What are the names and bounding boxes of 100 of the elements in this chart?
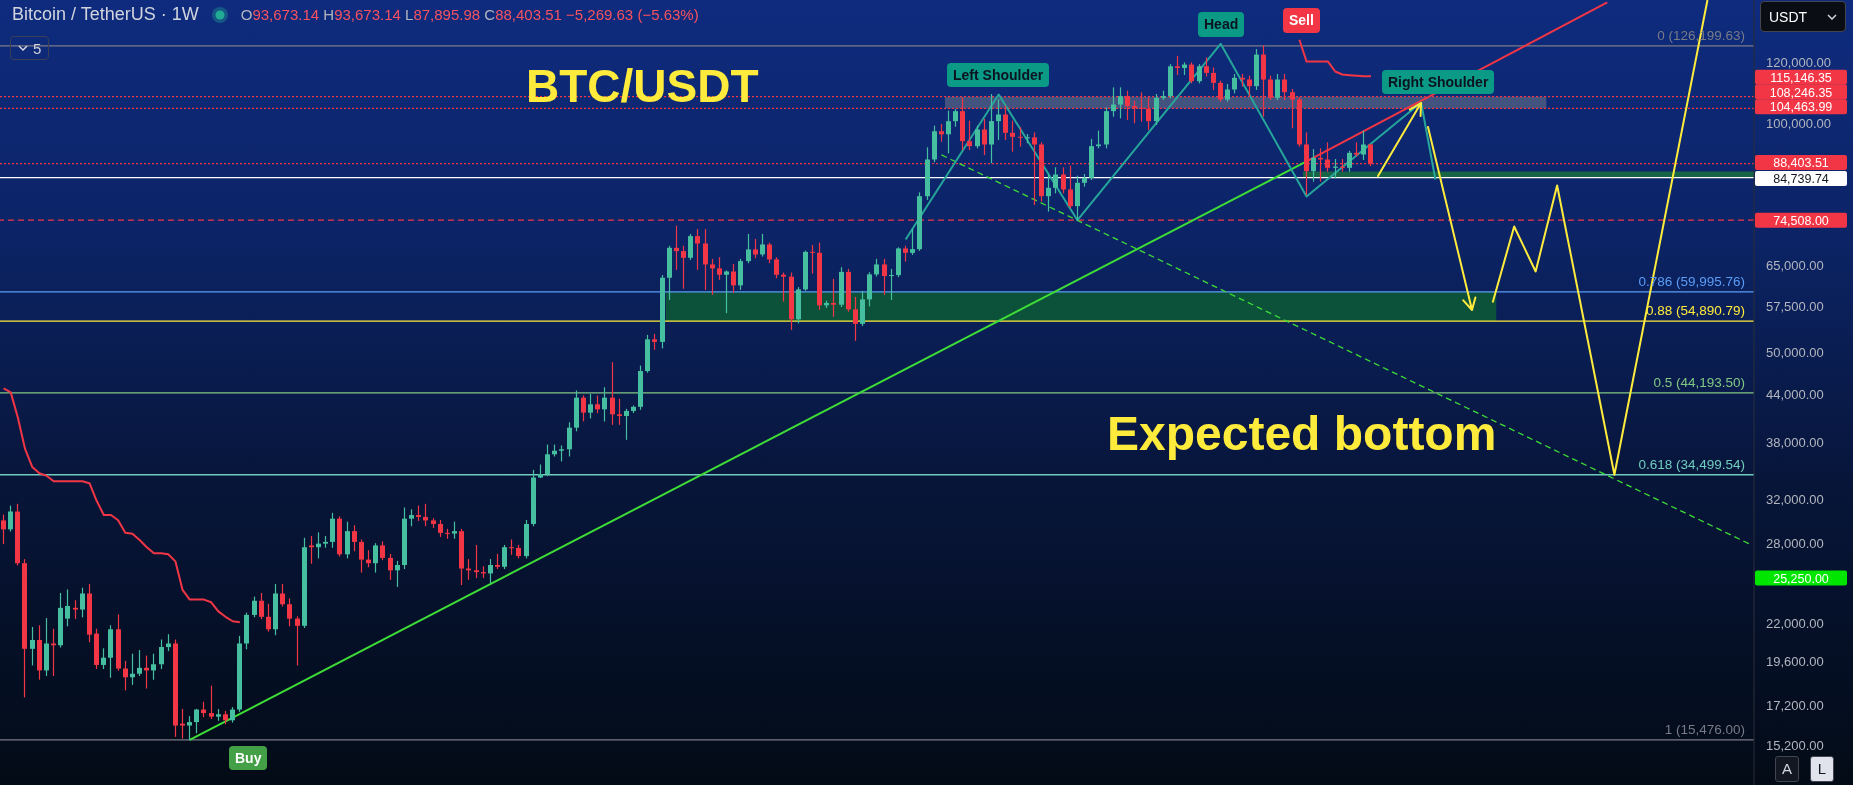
scale-button: L	[1810, 756, 1834, 782]
candlestick	[767, 242, 772, 264]
candlestick	[380, 540, 385, 561]
y-tick-label: 17,200.00	[1766, 697, 1824, 713]
candlestick	[101, 647, 106, 670]
candlestick	[882, 258, 887, 296]
candlestick	[395, 560, 400, 588]
candlestick	[731, 263, 736, 294]
candlestick	[1175, 55, 1180, 76]
candlestick	[73, 599, 78, 620]
y-tick-label: 50,000.00	[1766, 344, 1824, 360]
candlestick	[1189, 61, 1194, 84]
annotation: Expected bottom	[1107, 407, 1497, 460]
candlestick	[1204, 56, 1209, 78]
candlestick	[889, 268, 894, 301]
candlestick	[180, 708, 185, 740]
candlestick	[259, 592, 264, 620]
candlestick	[602, 386, 607, 423]
candlestick	[989, 93, 994, 164]
candlestick	[781, 271, 786, 303]
candlestick	[610, 361, 615, 426]
candlestick	[266, 603, 271, 633]
candlestick	[624, 408, 629, 441]
candlestick	[746, 233, 751, 264]
candlestick	[617, 398, 622, 426]
candlestick	[187, 715, 192, 741]
candlestick	[1275, 73, 1280, 101]
candlestick	[359, 538, 364, 574]
y-tick-label: 44,000.00	[1766, 387, 1824, 403]
y-tick-label: 38,000.00	[1766, 435, 1824, 451]
candlestick	[252, 596, 257, 618]
candlestick	[1111, 86, 1116, 118]
candlestick	[1361, 130, 1366, 161]
candlestick	[717, 256, 722, 281]
candlestick	[1068, 165, 1073, 209]
y-tick-label: 120,000.00	[1766, 55, 1832, 71]
candlestick	[194, 708, 199, 734]
line-series	[2, 387, 241, 624]
candlestick	[280, 583, 285, 608]
candlestick	[946, 110, 951, 155]
text: 115,146.35	[1770, 70, 1832, 85]
candlestick	[330, 512, 335, 549]
annotation: Left Shoulder	[947, 63, 1050, 87]
y-tick-label: 57,500.00	[1766, 298, 1824, 314]
candlestick	[1232, 73, 1237, 94]
candlestick	[688, 233, 693, 261]
annotation: 5	[33, 39, 42, 57]
candlestick	[1046, 173, 1051, 213]
candlestick	[8, 505, 13, 533]
candlestick	[588, 393, 593, 420]
annotation: BTC/USDT	[526, 60, 759, 112]
candlestick	[681, 245, 686, 290]
candlestick	[695, 228, 700, 271]
candlestick	[774, 256, 779, 279]
chart-title: Bitcoin / TetherUS · 1W	[12, 4, 199, 25]
candlestick	[159, 638, 164, 670]
candlestick	[760, 233, 765, 258]
candlestick	[975, 125, 980, 149]
ref-line-label: 74,508.00	[1773, 213, 1829, 228]
candlestick	[545, 443, 550, 477]
candlestick	[1061, 166, 1066, 194]
candlestick	[1053, 166, 1058, 194]
ref-line-label: 108,246.35	[1769, 85, 1833, 100]
candlestick	[674, 225, 679, 271]
collapse-button: 5	[10, 36, 50, 60]
candlestick	[1311, 148, 1316, 183]
candlestick	[30, 626, 35, 667]
candlestick	[831, 278, 836, 318]
y-tick-label: 65,000.00	[1766, 257, 1824, 273]
line-series	[1298, 38, 1372, 78]
scale-button: A	[1775, 756, 1799, 782]
candlestick	[1, 513, 6, 545]
candlestick	[502, 544, 507, 570]
annotation: Buy	[229, 746, 268, 770]
candlestick	[287, 597, 292, 627]
candlestick	[982, 118, 987, 156]
candlestick	[80, 587, 85, 618]
currency-dropdown: USDT	[1760, 1, 1846, 32]
candlestick	[137, 649, 142, 677]
candlestick	[581, 394, 586, 423]
ref-line-label: 104,463.99	[1769, 100, 1833, 115]
ref-line-label: 1 (15,476.00)	[1664, 721, 1745, 737]
candlestick	[1211, 66, 1216, 91]
ref-line-label: 88,403.51	[1773, 156, 1829, 171]
candlestick	[488, 558, 493, 584]
candlestick	[1010, 120, 1015, 153]
candlestick	[151, 653, 156, 681]
candlestick	[352, 524, 357, 552]
y-tick-label: 28,000.00	[1766, 536, 1824, 552]
ref-line-label: 84,739.74	[1773, 172, 1829, 187]
candlestick	[1347, 150, 1352, 173]
text: 25,250.00	[1773, 571, 1829, 586]
candlestick	[373, 542, 378, 574]
candlestick	[753, 238, 758, 259]
candlestick	[474, 544, 479, 579]
candlestick	[1118, 86, 1123, 119]
candlestick	[1197, 63, 1202, 84]
candlestick	[1075, 175, 1080, 222]
candlestick	[810, 244, 815, 275]
candlestick	[703, 228, 708, 291]
